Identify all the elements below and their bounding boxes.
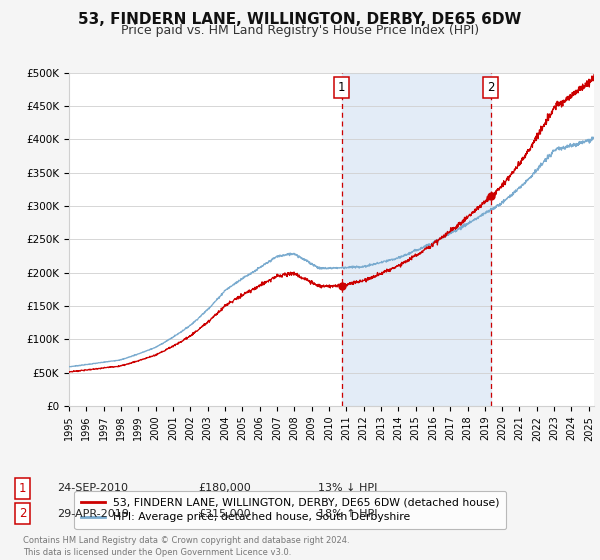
- Text: 13% ↓ HPI: 13% ↓ HPI: [318, 483, 377, 493]
- Legend: 53, FINDERN LANE, WILLINGTON, DERBY, DE65 6DW (detached house), HPI: Average pri: 53, FINDERN LANE, WILLINGTON, DERBY, DE6…: [74, 491, 506, 529]
- Bar: [341, 73, 491, 406]
- Text: 1: 1: [19, 482, 26, 495]
- Text: Price paid vs. HM Land Registry's House Price Index (HPI): Price paid vs. HM Land Registry's House …: [121, 24, 479, 36]
- Text: 18% ↑ HPI: 18% ↑ HPI: [318, 508, 377, 519]
- Text: 2: 2: [487, 81, 494, 94]
- Text: £315,000: £315,000: [198, 508, 251, 519]
- Text: 1: 1: [338, 81, 345, 94]
- Text: 53, FINDERN LANE, WILLINGTON, DERBY, DE65 6DW: 53, FINDERN LANE, WILLINGTON, DERBY, DE6…: [79, 12, 521, 27]
- Text: 24-SEP-2010: 24-SEP-2010: [57, 483, 128, 493]
- Text: £180,000: £180,000: [198, 483, 251, 493]
- Text: 2: 2: [19, 507, 26, 520]
- Text: Contains HM Land Registry data © Crown copyright and database right 2024.
This d: Contains HM Land Registry data © Crown c…: [23, 536, 349, 557]
- Text: 29-APR-2019: 29-APR-2019: [57, 508, 129, 519]
